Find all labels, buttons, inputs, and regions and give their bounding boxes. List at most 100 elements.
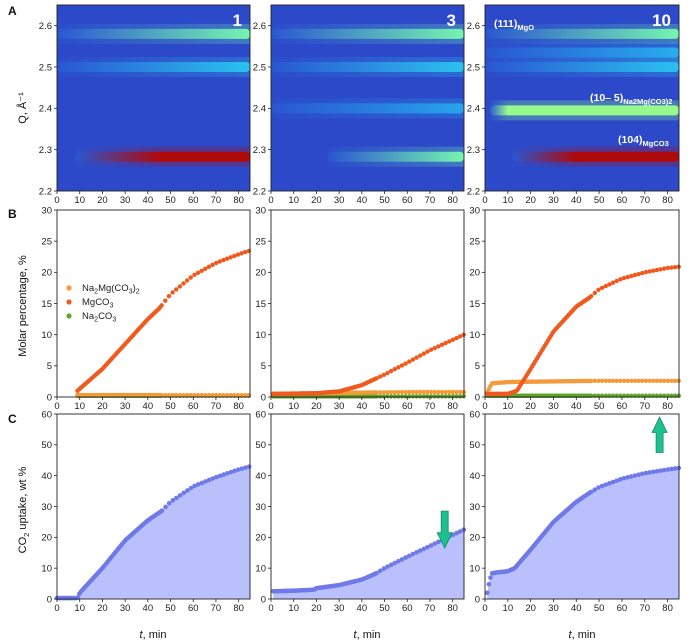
- molar-2-point-2-66: [378, 394, 383, 399]
- molar-2-point-2-84: [443, 394, 448, 399]
- uptake-2-point-78: [421, 546, 427, 552]
- molar-1-point-0-60: [184, 392, 190, 398]
- molar-2-xtick-30: 30: [334, 401, 345, 412]
- molar-2-point-2-79: [425, 394, 430, 399]
- heatmap-3-band-0: [485, 28, 679, 39]
- molar-3-point-0-82: [651, 378, 656, 383]
- molar-2-point-1-87: [454, 335, 459, 341]
- molar-2-point-1-66: [378, 374, 383, 379]
- uptake-3-point-78: [636, 472, 641, 478]
- molar-2-point-0-87: [454, 389, 459, 395]
- molar-1-point-1-65: [203, 266, 208, 272]
- uptake-3-point-87: [669, 466, 674, 472]
- molar-1-point-0-62: [192, 392, 197, 398]
- molar-3-xtick-60: 60: [617, 401, 628, 412]
- molar-2-point-2-73: [403, 394, 408, 399]
- heatmap-3-number: 10: [652, 11, 671, 30]
- molar-2-ytick-20: 20: [255, 268, 266, 279]
- heatmap-1-band-1: [57, 62, 250, 72]
- molar-3-point-1-70: [607, 282, 612, 287]
- molar-2-point-2-81: [432, 394, 437, 399]
- molar-3-point-0-67: [596, 378, 601, 383]
- molar-2-point-1-72: [399, 363, 405, 368]
- uptake-3-ytick-60: 60: [469, 409, 480, 420]
- molar-3-point-1-65: [588, 294, 594, 299]
- molar-3-xtick-80: 80: [662, 401, 673, 412]
- uptake-1-ytick-40: 40: [41, 471, 52, 482]
- uptake-3-point-86: [665, 467, 671, 472]
- heatmap-1-ytick-2.2: 2.2: [39, 186, 52, 197]
- uptake-2-point-77: [417, 548, 423, 553]
- uptake-2-point-82: [436, 539, 441, 545]
- molar-2-point-0-76: [414, 389, 419, 395]
- molar-1-ytick-15: 15: [41, 299, 52, 310]
- molar-1-point-0-57: [174, 392, 179, 398]
- uptake-3-point-75: [625, 475, 630, 480]
- uptake-2-point-72: [399, 557, 405, 562]
- leg-na2mg-e: ): [133, 283, 136, 294]
- heatmap-2-xtick-60: 60: [402, 195, 413, 206]
- uptake-1-ytick-50: 50: [41, 440, 52, 451]
- molar-2-point-2-65: [374, 394, 379, 399]
- molar-1-point-0-74: [235, 392, 241, 398]
- uptake-3-point-71: [610, 479, 616, 485]
- uptake-1-point-67: [163, 504, 168, 510]
- leg-na2co3-b: 2: [94, 317, 98, 324]
- uptake-3-xtick-0: 0: [482, 603, 487, 614]
- molar-1-point-0-61: [188, 392, 193, 398]
- molar-2-point-2-74: [407, 394, 412, 399]
- molar-2-ytick-0: 0: [261, 392, 266, 403]
- uptake-1-point-75: [192, 483, 197, 489]
- molar-2-point-0-70: [392, 389, 397, 395]
- uptake-1-point-80: [210, 476, 216, 481]
- molar-1-point-1-67: [210, 262, 215, 268]
- molar-1-point-1-53: [159, 303, 164, 308]
- molar-1-series-1: [75, 248, 252, 393]
- molar-2-point-1-65: [374, 376, 379, 381]
- molar-2-point-1-67: [381, 372, 387, 378]
- molar-3-point-0-75: [625, 378, 630, 383]
- xlabel-3-rest: , min: [572, 629, 596, 641]
- molar-1-xtick-70: 70: [211, 401, 222, 412]
- molar-2-point-2-87: [454, 394, 459, 399]
- xlabel-3: t, min: [569, 629, 596, 641]
- molar-1-point-1-57: [174, 287, 179, 292]
- uptake-1-xtick-10: 10: [74, 603, 85, 614]
- uptake-3-point-76: [629, 474, 634, 479]
- molar-2-xtick-20: 20: [311, 401, 322, 412]
- uptake-2-ytick-10: 10: [255, 563, 266, 574]
- uptake-2-ytick-40: 40: [255, 471, 266, 482]
- uptake-2-xtick-60: 60: [402, 603, 413, 614]
- molar-2-point-1-76: [414, 355, 419, 360]
- molar-1-point-0-64: [199, 392, 204, 398]
- heatmap-1-xtick-30: 30: [120, 195, 131, 206]
- molar-1-point-1-55: [166, 293, 172, 299]
- uptake-2-ytick-20: 20: [255, 533, 266, 544]
- annotation-mgco3: (104)MgCO3: [618, 134, 669, 148]
- molar-2-point-2-70: [392, 394, 397, 399]
- uptake-1-point-73: [185, 488, 190, 493]
- uptake-1-point-86: [232, 468, 237, 474]
- uptake-1-ytick-20: 20: [41, 533, 52, 544]
- molar-2-point-2-86: [450, 394, 456, 399]
- molar-3-point-0-86: [665, 378, 671, 383]
- heatmap-3-ytick-2.4: 2.4: [467, 104, 480, 115]
- molar-1-point-0-63: [195, 392, 201, 398]
- uptake-1-point-90: [246, 464, 252, 469]
- heatmap-1-xtick-70: 70: [211, 195, 222, 206]
- molar-1-point-1-70: [221, 257, 226, 263]
- uptake-1-point-68: [166, 500, 172, 506]
- molar-2-point-0-78: [421, 389, 427, 395]
- molar-2-ytick-25: 25: [255, 236, 266, 247]
- leg-na2co3-d: 3: [112, 317, 116, 324]
- uptake-2-xtick-70: 70: [425, 603, 436, 614]
- uptake-3-point-77: [632, 473, 638, 478]
- uptake-1-point-88: [239, 466, 245, 471]
- uptake-1-point-85: [228, 469, 234, 475]
- molar-3-point-0-70: [607, 378, 612, 383]
- annotation-na2mg-main: (10– 5): [590, 92, 623, 104]
- molar-2-point-2-68: [385, 394, 390, 399]
- uptake-1-point-82: [217, 473, 223, 479]
- molar-1-point-1-72: [228, 255, 233, 260]
